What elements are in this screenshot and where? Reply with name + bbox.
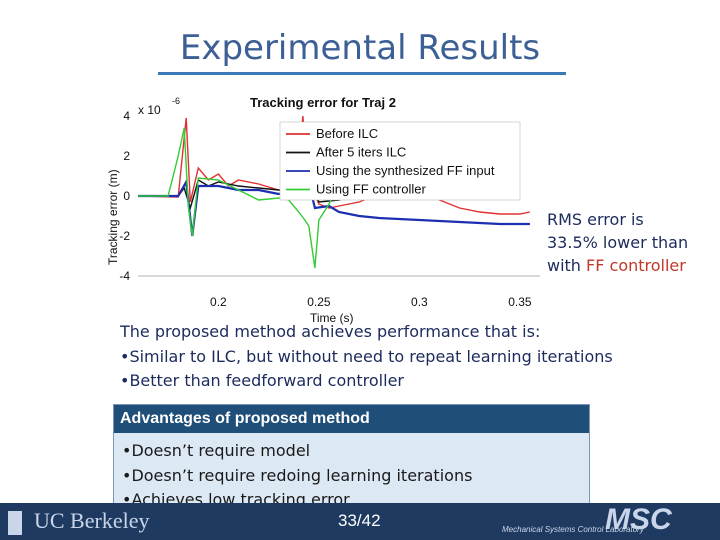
legend-label: Before ILC	[316, 126, 378, 141]
x-tick-label: 0.3	[411, 295, 428, 309]
rms-line-3: with FF controller	[547, 254, 707, 277]
advantages-list: •Doesn’t require model •Doesn’t require …	[114, 433, 589, 513]
campanile-icon	[8, 510, 22, 535]
advantage-item: •Doesn’t require redoing learning iterat…	[122, 465, 473, 485]
advantage-item: •Doesn’t require model	[122, 441, 311, 460]
lab-name: Mechanical Systems Control Laboratory	[502, 525, 644, 534]
y-scale-exponent: -6	[172, 96, 180, 106]
y-tick-label: 0	[123, 189, 130, 203]
advantages-box: Advantages of proposed method •Doesn’t r…	[113, 404, 590, 516]
y-tick-label: 2	[123, 149, 130, 163]
legend-label: Using FF controller	[316, 182, 426, 197]
legend-label: Using the synthesized FF input	[316, 163, 495, 178]
summary-bullet-1: •Similar to ILC, but without need to rep…	[120, 346, 613, 366]
summary-text: The proposed method achieves performance…	[120, 320, 710, 394]
footer-bar: UC Berkeley 33/42 Mechanical Systems Con…	[0, 503, 720, 540]
slide-title: Experimental Results	[179, 28, 541, 68]
title-underline	[158, 72, 566, 75]
y-axis-label: Tracking error (m)	[106, 169, 120, 265]
tracking-error-chart: Tracking error for Traj 2 x 10 -6 Time (…	[106, 95, 540, 325]
legend-box	[279, 121, 521, 201]
uc-berkeley-logo: UC Berkeley	[8, 508, 149, 535]
rms-line-3-prefix: with	[547, 256, 587, 275]
advantages-header: Advantages of proposed method	[114, 405, 589, 433]
chart-title: Tracking error for Traj 2	[250, 95, 396, 110]
rms-line-1: RMS error is	[547, 210, 644, 229]
rms-callout: RMS error is 33.5% lower than with FF co…	[547, 208, 707, 277]
x-tick-label: 0.35	[508, 295, 532, 309]
x-tick-label: 0.2	[210, 295, 227, 309]
legend: Before ILC After 5 iters ILC Using the syn…	[279, 121, 521, 201]
x-tick-label: 0.25	[307, 295, 331, 309]
x-axis-label: Time (s)	[310, 311, 354, 325]
rms-line-2: 33.5% lower than	[547, 233, 689, 252]
y-tick-label: 4	[123, 109, 130, 123]
summary-intro: The proposed method achieves performance…	[120, 322, 541, 341]
summary-bullet-2: •Better than feedforward controller	[120, 371, 404, 390]
y-scale-label: x 10	[138, 103, 161, 117]
y-tick-label: -2	[119, 229, 130, 243]
university-name: UC Berkeley	[34, 508, 150, 533]
rms-ff-controller: FF controller	[586, 256, 686, 275]
page-number: 33/42	[338, 511, 381, 530]
legend-label: After 5 iters ILC	[316, 145, 406, 160]
y-tick-label: -4	[119, 269, 130, 283]
msc-logo: MSC	[605, 503, 672, 536]
